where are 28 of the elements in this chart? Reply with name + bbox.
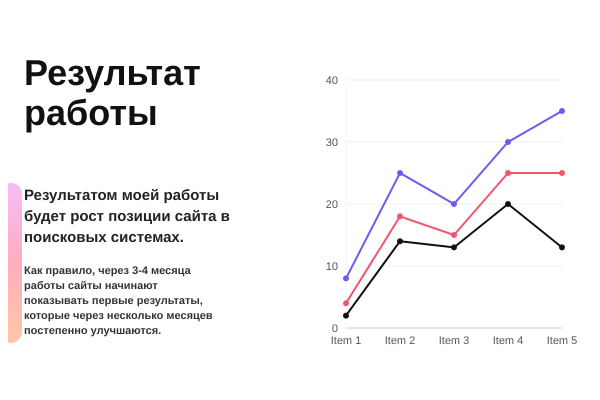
text: Результатом моей работы будет рост позиции сайта в поисковых системах.: [24, 186, 231, 248]
point: [451, 201, 457, 207]
y-tick-label: 40: [326, 74, 338, 87]
y-tick-label: 20: [326, 198, 338, 211]
x-tick-label: Item 3: [438, 334, 470, 347]
point: [343, 312, 349, 319]
point: [559, 170, 565, 176]
point: [343, 275, 349, 282]
point: [451, 232, 457, 238]
point: [505, 139, 511, 145]
point: [343, 300, 349, 306]
point: [397, 170, 403, 176]
text: Как правило, через 3-4 месяца работы сайты начинают показывать первые результаты, которые через несколько месяцев постепенно улучшаются.: [24, 264, 214, 339]
y-tick-label: 10: [326, 260, 338, 273]
point: [451, 244, 457, 250]
point: [397, 238, 403, 244]
chart-title: Результат работы: [24, 52, 202, 133]
point: [505, 201, 511, 207]
y-tick-label: 0: [332, 322, 338, 335]
point: [559, 244, 565, 250]
x-tick-label: Item 2: [384, 334, 416, 347]
point: [505, 170, 511, 176]
x-tick-label: Item 5: [546, 334, 578, 347]
x-tick-label: Item 1: [330, 334, 362, 347]
y-tick-label: 30: [326, 136, 338, 149]
point: [559, 108, 565, 114]
x-tick-label: Item 4: [492, 334, 524, 347]
point: [397, 213, 403, 220]
